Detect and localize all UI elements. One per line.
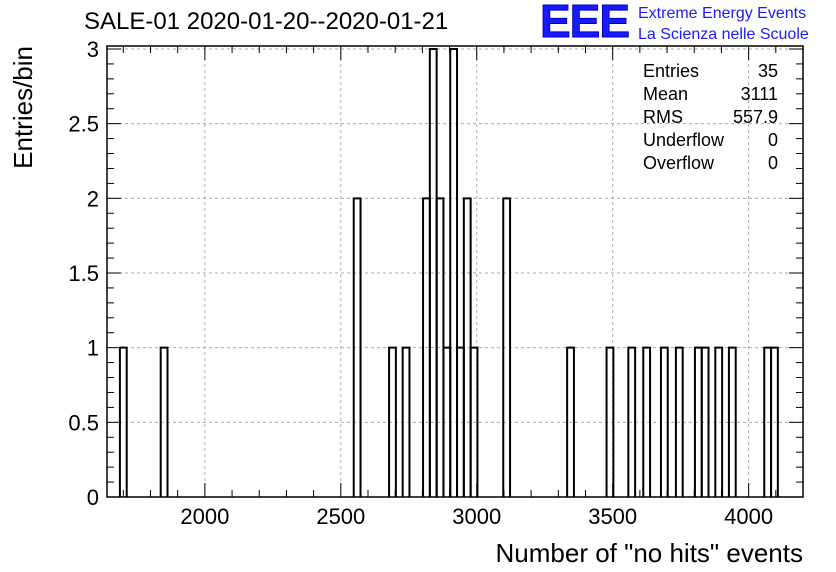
y-tick-label: 1.5: [68, 261, 99, 286]
x-tick-label: 2500: [316, 504, 365, 529]
stats-label: Entries: [643, 61, 699, 81]
logo-line-2: La Scienza nelle Scuole: [638, 26, 809, 43]
y-tick-label: 2.5: [68, 112, 99, 137]
histogram-bin: [469, 346, 479, 497]
x-tick-label: 3500: [588, 504, 637, 529]
histogram-bin: [352, 197, 362, 497]
histogram-bin: [627, 346, 637, 497]
logo-mark: EEE: [539, 0, 630, 47]
x-axis-label: Number of "no hits" events: [496, 538, 804, 568]
stats-label: Underflow: [643, 130, 725, 150]
stats-label: Overflow: [643, 153, 715, 173]
histogram-bin: [566, 346, 575, 497]
histogram-bin: [659, 346, 669, 497]
histogram-bin: [449, 47, 459, 497]
stats-label: Mean: [643, 84, 688, 104]
y-axis-label: Entries/bin: [8, 46, 38, 169]
plot-frame: [106, 45, 804, 498]
histogram-bin: [388, 346, 397, 497]
histogram-bin: [674, 346, 684, 497]
histogram-bin: [642, 346, 652, 497]
histogram-bin: [700, 346, 710, 497]
histogram-bin: [714, 346, 724, 497]
y-tick-label: 2: [87, 186, 99, 211]
histogram-bin: [727, 346, 737, 497]
y-tick-label: 0.5: [68, 410, 99, 435]
histogram-bin: [401, 346, 411, 497]
x-tick-label: 3000: [452, 504, 501, 529]
logo-line-1: Extreme Energy Events: [638, 5, 807, 22]
histogram-bin: [770, 346, 779, 497]
histogram-bin: [159, 346, 169, 497]
stats-value: 3111: [741, 84, 778, 104]
stats-value: 0: [768, 153, 778, 173]
x-tick-label: 4000: [724, 504, 773, 529]
histogram-bin: [502, 197, 512, 497]
y-tick-label: 3: [87, 37, 99, 62]
histogram-bin: [605, 346, 615, 497]
x-tick-label: 2000: [180, 504, 229, 529]
y-tick-label: 0: [87, 485, 99, 510]
stats-value: 0: [768, 130, 778, 150]
stats-value: 557.9: [733, 107, 778, 127]
stats-value: 35: [758, 61, 778, 81]
stats-label: RMS: [643, 107, 683, 127]
y-tick-label: 1: [87, 336, 99, 361]
chart-title: SALE-01 2020-01-20--2020-01-21: [84, 8, 449, 35]
